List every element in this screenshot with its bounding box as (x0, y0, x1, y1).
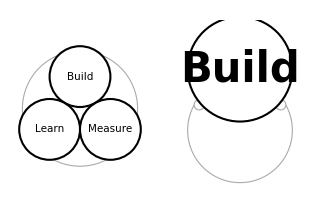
Circle shape (50, 46, 110, 107)
Circle shape (188, 78, 292, 183)
Text: Measure: Measure (88, 124, 132, 134)
Text: Build: Build (67, 72, 93, 82)
Circle shape (276, 100, 286, 110)
Circle shape (194, 100, 204, 110)
Text: Learn: Learn (35, 124, 64, 134)
Circle shape (19, 99, 80, 160)
Text: Build: Build (180, 48, 300, 90)
Circle shape (80, 99, 141, 160)
Circle shape (188, 17, 292, 122)
